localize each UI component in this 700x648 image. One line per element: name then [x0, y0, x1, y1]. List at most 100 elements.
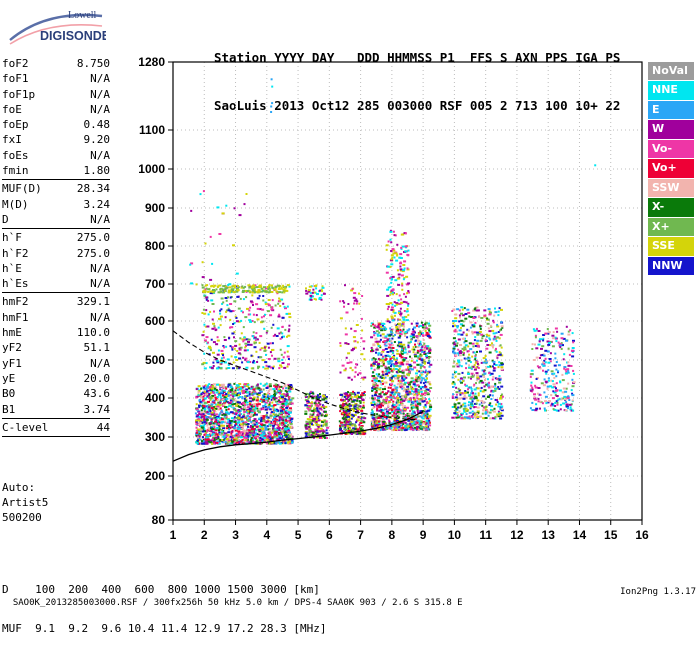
echo-point [493, 315, 495, 317]
echo-point [352, 308, 354, 310]
echo-point [417, 420, 419, 422]
echo-point [411, 357, 413, 359]
echo-point [233, 336, 235, 338]
echo-point [218, 438, 220, 440]
echo-point [385, 348, 388, 350]
echo-point [288, 313, 291, 315]
echo-point [254, 321, 256, 323]
echo-point [390, 358, 392, 360]
echo-point [378, 373, 380, 375]
echo-point [373, 385, 375, 387]
echo-point [375, 361, 378, 363]
echo-point [264, 439, 266, 441]
echo-point [342, 399, 344, 401]
echo-point [381, 380, 383, 382]
echo-point [288, 435, 291, 437]
echo-point [264, 347, 266, 349]
x-tick-label: 5 [295, 528, 302, 542]
echo-point [382, 423, 385, 425]
echo-point [395, 260, 398, 262]
echo-point [282, 317, 285, 319]
echo-point [384, 386, 386, 388]
echo-point [239, 344, 241, 346]
echo-point [384, 388, 386, 390]
echo-point [376, 413, 378, 415]
echo-point [416, 395, 418, 397]
echo-point [397, 415, 399, 417]
echo-point [217, 392, 219, 394]
echo-point [243, 326, 245, 328]
echo-point [321, 398, 323, 400]
echo-point [405, 232, 407, 234]
echo-point [199, 416, 201, 418]
echo-point [268, 417, 270, 419]
echo-point [264, 393, 266, 395]
echo-point [394, 324, 396, 326]
echo-point [242, 357, 244, 359]
echo-point [231, 355, 233, 357]
echo-point [388, 347, 391, 349]
echo-point [354, 405, 357, 407]
echo-point [289, 409, 292, 411]
echo-point [269, 314, 272, 316]
echo-point [459, 317, 461, 319]
echo-point [427, 372, 429, 374]
echo-point [210, 422, 212, 424]
echo-point [494, 385, 496, 387]
echo-point [202, 431, 205, 433]
echo-point [403, 326, 405, 328]
echo-point [204, 391, 206, 393]
echo-point [288, 330, 290, 332]
echo-point [233, 362, 235, 364]
echo-point [393, 415, 395, 417]
echo-point [405, 296, 407, 298]
echo-point [249, 321, 252, 323]
echo-point [484, 379, 486, 381]
echo-point [425, 398, 427, 400]
echo-point [340, 399, 342, 401]
echo-point [351, 418, 353, 420]
echo-point [407, 314, 409, 316]
echo-point [418, 400, 420, 402]
echo-point [201, 416, 204, 418]
echo-point [208, 383, 210, 385]
echo-point [501, 415, 504, 417]
echo-point [408, 328, 410, 330]
echo-point [287, 366, 289, 368]
echo-point [268, 423, 270, 425]
echo-point [398, 414, 400, 416]
echo-point [262, 397, 264, 399]
echo-point [416, 364, 419, 366]
echo-point [347, 303, 349, 305]
echo-point [409, 410, 411, 412]
echo-point [404, 250, 406, 252]
echo-point [196, 408, 199, 410]
echo-point [396, 304, 398, 306]
echo-point [205, 416, 207, 418]
echo-point [426, 422, 428, 424]
echo-point [386, 399, 388, 401]
echo-point [411, 368, 414, 370]
echo-point [279, 300, 281, 302]
echo-point [252, 361, 254, 363]
echo-point [414, 411, 416, 413]
echo-point [232, 323, 234, 325]
echo-point [278, 288, 281, 290]
echo-point [226, 435, 228, 437]
echo-point [290, 399, 292, 401]
echo-point [417, 415, 419, 417]
echo-point [288, 388, 290, 390]
echo-point [291, 426, 293, 428]
echo-point [352, 369, 354, 371]
echo-point [228, 434, 230, 436]
echo-point [253, 331, 255, 333]
echo-point [252, 367, 254, 369]
echo-point [371, 349, 373, 351]
echo-point [358, 303, 360, 305]
echo-point [373, 382, 376, 384]
echo-point [339, 405, 341, 407]
echo-point [230, 433, 232, 435]
echo-point [204, 367, 207, 369]
echo-point [392, 356, 395, 358]
echo-point [284, 400, 286, 402]
